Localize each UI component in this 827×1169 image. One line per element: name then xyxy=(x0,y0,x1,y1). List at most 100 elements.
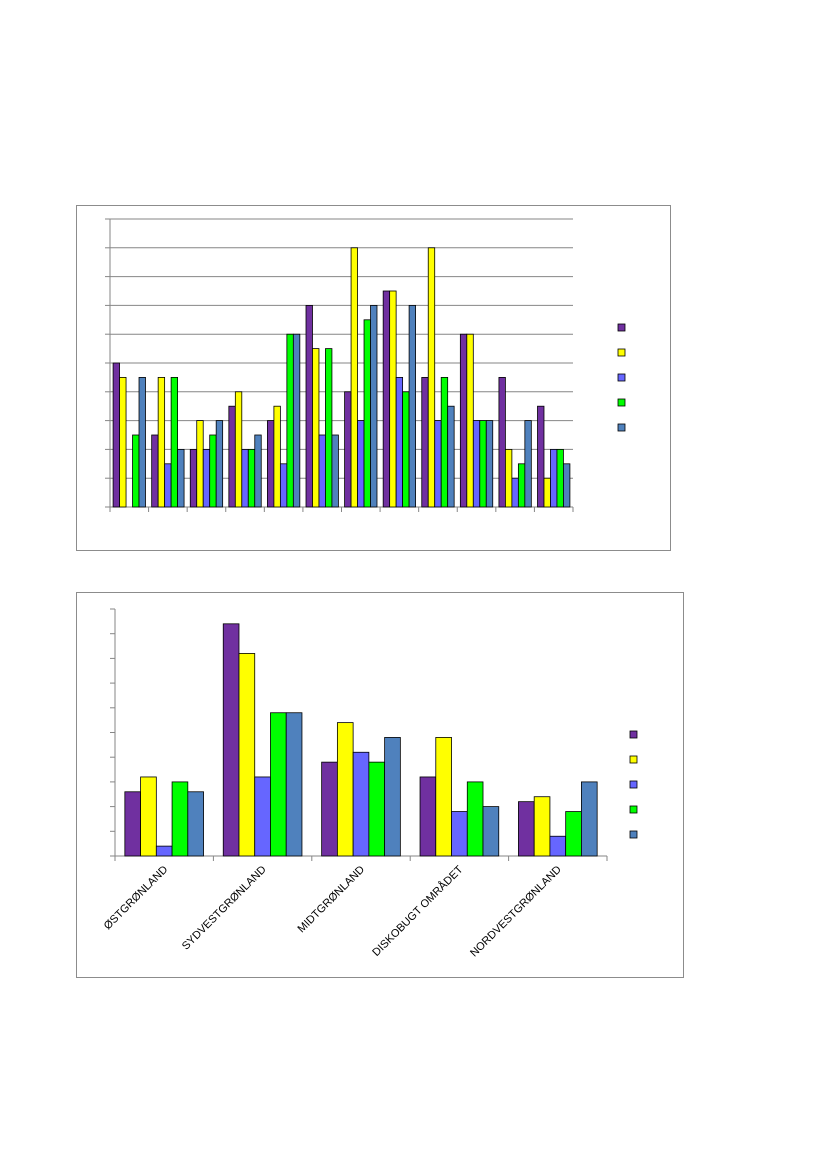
chart-1-bar xyxy=(408,305,416,508)
chart-1-bar xyxy=(344,391,352,508)
chart-2-frame: ØSTGRØNLAND SYDVESTGRØNLAND MIDTGRØNLAND DI… xyxy=(76,592,684,978)
chart-1-bar xyxy=(305,305,313,508)
chart-1-bar xyxy=(241,448,249,508)
chart-1-bar xyxy=(318,434,326,508)
chart-1-bar xyxy=(543,477,551,508)
chart-1-bar xyxy=(331,434,339,508)
chart-1-bar xyxy=(556,448,564,508)
chart-2-legend-marker xyxy=(629,805,638,814)
chart-2-bar xyxy=(533,796,551,857)
chart-2-bar xyxy=(187,791,204,857)
chart-2-bar xyxy=(285,712,303,857)
chart-2-legend-marker xyxy=(629,830,638,839)
chart-2-bar xyxy=(482,806,500,857)
chart-1-legend-marker xyxy=(617,323,626,332)
chart-1-bar xyxy=(434,420,442,508)
chart-1-bar xyxy=(485,420,494,508)
chart-1-legend-marker xyxy=(617,373,626,382)
chart-2-bar xyxy=(549,835,567,857)
chart-1-bar xyxy=(517,463,526,508)
chart-1-bar xyxy=(234,391,243,508)
chart-1-legend-marker xyxy=(617,423,626,432)
chart-2-bar xyxy=(419,776,437,857)
chart-1-bar xyxy=(286,333,294,508)
chart-2-bar xyxy=(384,737,401,857)
chart-1-bar xyxy=(164,463,172,508)
chart-1-bar xyxy=(479,420,487,508)
chart-1-bar xyxy=(247,448,256,508)
chart-2-category-label: MIDTGRØNLAND xyxy=(296,864,368,936)
chart-1-bar xyxy=(427,247,436,508)
chart-2-bar xyxy=(124,791,141,857)
chart-2-category-label: NORDVESTGRØNLAND xyxy=(468,864,564,960)
chart-2-legend-marker xyxy=(629,780,638,789)
chart-2-category-label: DISKOBUGT OMRÅDET xyxy=(370,863,466,959)
chart-1-bar xyxy=(132,434,140,508)
chart-2-bar xyxy=(270,712,287,857)
chart-2-svg: ØSTGRØNLAND SYDVESTGRØNLAND MIDTGRØNLAND DI… xyxy=(102,608,638,960)
chart-2-category-label: SYDVESTGRØNLAND xyxy=(180,864,269,953)
chart-1-svg xyxy=(105,218,626,512)
chart-1-bar xyxy=(421,376,429,508)
chart-1-bar xyxy=(389,290,397,508)
chart-1-bar xyxy=(357,420,365,508)
chart-1-bar xyxy=(228,405,236,508)
chart-1-bar xyxy=(209,434,217,508)
chart-1-bar xyxy=(196,420,204,508)
chart-2-legend-marker xyxy=(629,755,638,764)
chart-1-legend-marker xyxy=(617,398,626,407)
chart-1-bar xyxy=(177,448,185,508)
chart-1-bar xyxy=(498,376,506,508)
chart-1-bar xyxy=(189,448,198,508)
chart-2-bar xyxy=(140,776,157,857)
chart-1-bar xyxy=(215,420,224,508)
chart-1-bar xyxy=(138,376,146,508)
chart-1-bar xyxy=(395,376,404,508)
chart-2-bar xyxy=(155,845,173,857)
chart-1-frame xyxy=(76,205,671,551)
chart-2-bar xyxy=(368,761,386,857)
chart-1-bar xyxy=(447,405,455,508)
chart-2-bar xyxy=(451,811,468,857)
chart-2-bar xyxy=(435,737,452,857)
chart-1-bar xyxy=(350,247,358,508)
chart-2-bar xyxy=(336,722,354,857)
chart-1-bar xyxy=(402,391,410,508)
chart-1-bar xyxy=(202,448,211,508)
chart-1-bar xyxy=(563,463,571,508)
chart-2-bar xyxy=(352,751,370,857)
chart-1-bar xyxy=(112,362,120,508)
chart-1-bar xyxy=(472,420,481,508)
chart-2-bar xyxy=(254,776,271,857)
chart-1-bar xyxy=(370,305,378,508)
chart-1-bar xyxy=(170,376,178,508)
chart-2-bar xyxy=(518,801,535,857)
chart-1-bar xyxy=(440,376,449,508)
chart-2-category-label: ØSTGRØNLAND xyxy=(102,864,171,933)
chart-1-bar xyxy=(325,348,333,508)
chart-1-bar xyxy=(511,477,519,508)
chart-2-bar xyxy=(565,811,582,857)
chart-1-bar xyxy=(537,405,545,508)
chart-2-bar xyxy=(171,781,189,857)
chart-1-bar xyxy=(273,405,281,508)
chart-2-bar xyxy=(321,761,338,857)
chart-1-bar xyxy=(119,376,127,508)
chart-2-bar xyxy=(238,653,256,857)
chart-2-bar xyxy=(222,623,240,857)
chart-1-bar xyxy=(157,376,166,508)
chart-1-bar xyxy=(550,448,558,508)
chart-1-bar xyxy=(312,348,320,508)
chart-2-bar xyxy=(581,781,598,857)
chart-1-bar xyxy=(151,434,159,508)
chart-1-bar xyxy=(363,319,371,508)
chart-1-bar xyxy=(382,290,391,508)
chart-1-bar xyxy=(505,448,513,508)
chart-1-bar xyxy=(254,434,262,508)
chart-1-bar xyxy=(459,333,468,508)
chart-1-bar xyxy=(279,463,288,508)
chart-1-bar xyxy=(267,420,275,508)
chart-1-bar xyxy=(524,420,532,508)
chart-1-bar xyxy=(466,333,474,508)
chart-2-bar xyxy=(466,781,484,857)
